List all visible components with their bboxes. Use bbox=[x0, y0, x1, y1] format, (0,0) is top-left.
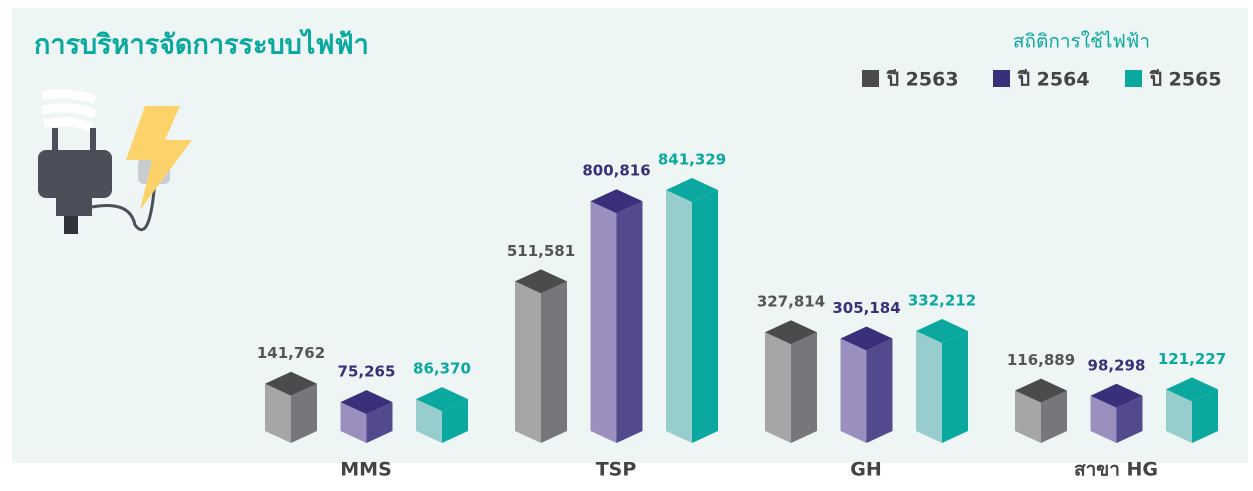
bar-front bbox=[765, 332, 791, 443]
data-label: 327,814 bbox=[757, 293, 825, 311]
legend-label: ปี 2563 bbox=[886, 69, 958, 91]
data-label: 86,370 bbox=[413, 360, 471, 378]
data-label: 332,212 bbox=[908, 291, 976, 309]
bar-side bbox=[1192, 389, 1218, 443]
bar-top bbox=[666, 178, 718, 202]
bar bbox=[515, 269, 567, 443]
bar bbox=[1166, 377, 1218, 443]
bar-front bbox=[265, 383, 291, 443]
x-tick-label: สาขา HG bbox=[1074, 459, 1158, 481]
bar-top bbox=[1166, 377, 1218, 402]
bar-front bbox=[1166, 389, 1192, 443]
bar bbox=[416, 387, 468, 443]
bar-front bbox=[666, 190, 692, 443]
data-label: 305,184 bbox=[832, 299, 900, 317]
bar bbox=[1090, 383, 1143, 443]
bar-top bbox=[265, 371, 317, 396]
legend-swatch bbox=[1125, 70, 1142, 87]
bar-front bbox=[416, 399, 442, 443]
bar bbox=[765, 320, 817, 443]
data-label: 75,265 bbox=[338, 363, 396, 381]
bar-side bbox=[541, 281, 567, 443]
x-tick-label: GH bbox=[850, 459, 882, 481]
bar bbox=[265, 371, 317, 443]
bar-top bbox=[590, 189, 643, 214]
bar-side bbox=[866, 338, 893, 443]
bar bbox=[590, 189, 643, 443]
bar-top bbox=[840, 326, 893, 351]
data-label: 800,816 bbox=[582, 162, 650, 180]
data-label: 511,581 bbox=[507, 242, 575, 260]
bar bbox=[666, 178, 718, 443]
bar-front bbox=[1015, 390, 1041, 443]
bar-front bbox=[590, 201, 617, 443]
bar-side bbox=[942, 330, 968, 443]
bar bbox=[1015, 378, 1067, 443]
bar-top bbox=[416, 387, 468, 412]
bar-top bbox=[1015, 378, 1067, 403]
bar-side bbox=[791, 332, 817, 443]
chart-subtitle: สถิติการใช้ไฟฟ้า bbox=[1013, 31, 1150, 53]
bar-front bbox=[840, 338, 867, 443]
bar-top bbox=[765, 320, 817, 345]
bar-side bbox=[1116, 395, 1143, 443]
icon bbox=[38, 89, 192, 234]
bar bbox=[916, 318, 968, 443]
bar bbox=[840, 326, 893, 443]
data-label: 121,227 bbox=[1158, 350, 1226, 368]
data-label: 141,762 bbox=[257, 344, 325, 362]
bar-side bbox=[291, 383, 317, 443]
data-label: 841,329 bbox=[658, 151, 726, 169]
data-label: 116,889 bbox=[1007, 351, 1075, 369]
data-label: 98,298 bbox=[1088, 356, 1146, 374]
bar-side bbox=[1041, 390, 1067, 443]
legend-swatch bbox=[993, 70, 1010, 87]
bar-front bbox=[515, 281, 541, 443]
bar-side bbox=[366, 402, 393, 443]
bar-front bbox=[916, 330, 942, 443]
bar-top bbox=[340, 390, 393, 415]
bar-side bbox=[616, 201, 643, 443]
legend-swatch bbox=[862, 70, 879, 87]
plot: MMS 141,762 75,265 86,370 TSP 511,581 800,816 8… bbox=[257, 151, 1226, 481]
bar-top bbox=[1090, 383, 1143, 408]
bar-side bbox=[442, 399, 468, 443]
bar bbox=[340, 390, 393, 443]
chart-title: การบริหารจัดการระบบไฟฟ้า bbox=[34, 29, 369, 61]
bar-top bbox=[916, 318, 968, 343]
x-tick-label: MMS bbox=[340, 459, 392, 481]
bar-side bbox=[692, 190, 718, 443]
legend-label: ปี 2564 bbox=[1017, 69, 1089, 91]
bar-front bbox=[1090, 395, 1117, 443]
x-tick-label: TSP bbox=[596, 459, 637, 481]
legend: ปี 2563 ปี 2564 ปี 2565 bbox=[862, 69, 1222, 91]
bar-top bbox=[515, 269, 567, 294]
legend-label: ปี 2565 bbox=[1149, 69, 1221, 91]
bar-front bbox=[340, 402, 367, 443]
